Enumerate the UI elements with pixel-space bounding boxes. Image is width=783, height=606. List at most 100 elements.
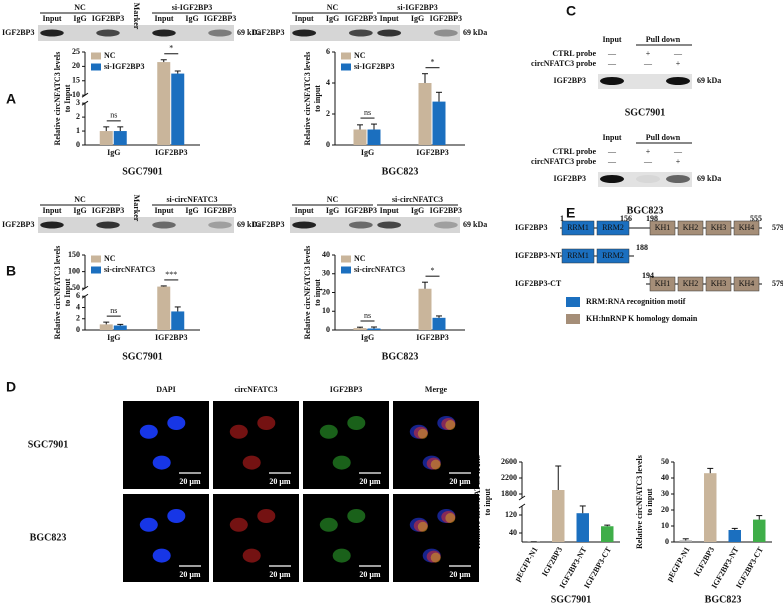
blot-band: [96, 221, 120, 229]
lane-label: Input: [380, 206, 399, 215]
micrograph: [303, 401, 389, 489]
bar: [99, 131, 113, 145]
bar: [157, 286, 171, 330]
micrograph: [393, 401, 479, 489]
legend-swatch: [341, 266, 351, 274]
y-axis-label-line: to input: [645, 488, 654, 515]
bar: [171, 73, 185, 145]
legend-swatch: [341, 63, 351, 71]
panel-label: C: [566, 3, 576, 19]
legend-swatch: [341, 52, 351, 60]
domain-box: [705, 276, 732, 292]
lane-label: IgG: [73, 206, 86, 215]
scale-label: 20 μm: [269, 570, 291, 579]
legend-label: si-circNFATC3: [104, 265, 155, 274]
panel-label: D: [6, 379, 16, 395]
chart-title: SGC7901: [122, 166, 163, 177]
y-axis-label-line: Relative circNFATC3 levels: [53, 52, 62, 146]
micrograph: [123, 401, 209, 489]
legend-label: NC: [354, 51, 366, 60]
significance-label: *: [431, 58, 435, 67]
lane-label: Input: [380, 14, 399, 23]
x-tick-label: IgG: [361, 333, 374, 342]
blot-band: [348, 221, 373, 229]
cell: [332, 455, 351, 470]
y-axis-label-line: Relative circNFATC3 levels: [303, 246, 312, 340]
blot-band: [666, 175, 690, 183]
y-tick-label: 120: [505, 510, 517, 519]
significance-label: ns: [364, 311, 371, 320]
cell: [257, 416, 276, 430]
cell: [139, 517, 158, 532]
domain-box: [596, 248, 630, 264]
bar: [576, 513, 589, 542]
cell: [347, 416, 366, 430]
lane-label: IgG: [73, 14, 86, 23]
scale-label: 20 μm: [449, 570, 471, 579]
legend-label: si-IGF2BP3: [354, 62, 394, 71]
legend-swatch: [91, 266, 101, 274]
y-tick-label: 0: [76, 140, 80, 149]
bar: [728, 530, 741, 542]
probe-mark: —: [607, 157, 617, 166]
legend-label: NC: [354, 254, 366, 263]
blot-group: si-IGF2BP3: [172, 3, 212, 12]
lane-label: IgG: [185, 14, 198, 23]
probe-mark: +: [646, 49, 651, 58]
pd-pulldown: Pull down: [646, 133, 681, 142]
lane-label: IgG: [411, 14, 424, 23]
pd-pulldown: Pull down: [646, 35, 681, 44]
y-axis-label-line: Relative circNFATC3 levels: [635, 455, 644, 549]
lane-label: IGF2BP3: [204, 206, 236, 215]
y-tick-label: 40: [322, 250, 330, 259]
y-tick-label: 2600: [501, 457, 517, 466]
blot-band: [40, 221, 64, 229]
bar: [171, 311, 185, 330]
blot-group: NC: [74, 3, 86, 12]
pd-input: Input: [602, 133, 621, 142]
blot-band: [208, 221, 232, 229]
y-axis-label: Relative circNFATC3 levelsto input: [303, 52, 322, 146]
blot-group: NC: [327, 195, 339, 204]
y-axis-label-line: to Input: [63, 278, 72, 306]
micrograph: [393, 494, 479, 582]
lane-label: IGF2BP3: [204, 14, 236, 23]
x-tick-label: IgG: [361, 148, 374, 157]
blot-strip: [598, 172, 692, 187]
domain-label: KH1: [655, 223, 671, 232]
legend-label: NC: [104, 254, 116, 263]
y-axis-label: Relative circNFATC3 levelsto Input: [53, 52, 72, 146]
lane-label: Input: [295, 206, 314, 215]
chart-title: SGC7901: [551, 594, 592, 605]
domain-label: KH4: [739, 279, 755, 288]
probe-mark: +: [646, 147, 651, 156]
domain-label: KH2: [683, 279, 699, 288]
scale-label: 20 μm: [359, 570, 381, 579]
domain-position: 156: [620, 214, 632, 223]
blot-row-label: IGF2BP3: [2, 220, 34, 229]
cell: [139, 424, 158, 439]
domain-position: 579: [772, 223, 783, 232]
domain-label: KH3: [711, 223, 727, 232]
y-tick-label: 2200: [501, 473, 517, 482]
y-tick-label: 30: [322, 269, 330, 278]
domain-position: 555: [750, 214, 762, 223]
cell: [242, 455, 261, 470]
bar: [418, 288, 432, 330]
lane-label: Input: [42, 14, 61, 23]
domain-position: 1: [560, 214, 564, 223]
blot-band: [433, 29, 458, 37]
significance-label: ns: [110, 111, 117, 120]
x-tick-label: IGF2BP3: [692, 545, 716, 578]
x-tick-label: pEGFP-N1: [665, 545, 692, 583]
protein-name: IGF2BP3-CT: [515, 279, 562, 288]
y-axis-label: Relative circNFATC3 levelsto input: [635, 455, 654, 549]
domain-label: KH4: [739, 223, 755, 232]
blot-band: [292, 221, 317, 229]
blot-band: [377, 29, 402, 37]
pd-size: 69 kDa: [697, 174, 721, 183]
blot-size: 69 kDa: [463, 220, 487, 229]
scale-label: 20 μm: [179, 477, 201, 486]
domain-label: RRM2: [602, 223, 624, 232]
y-tick-label: 20: [322, 287, 330, 296]
